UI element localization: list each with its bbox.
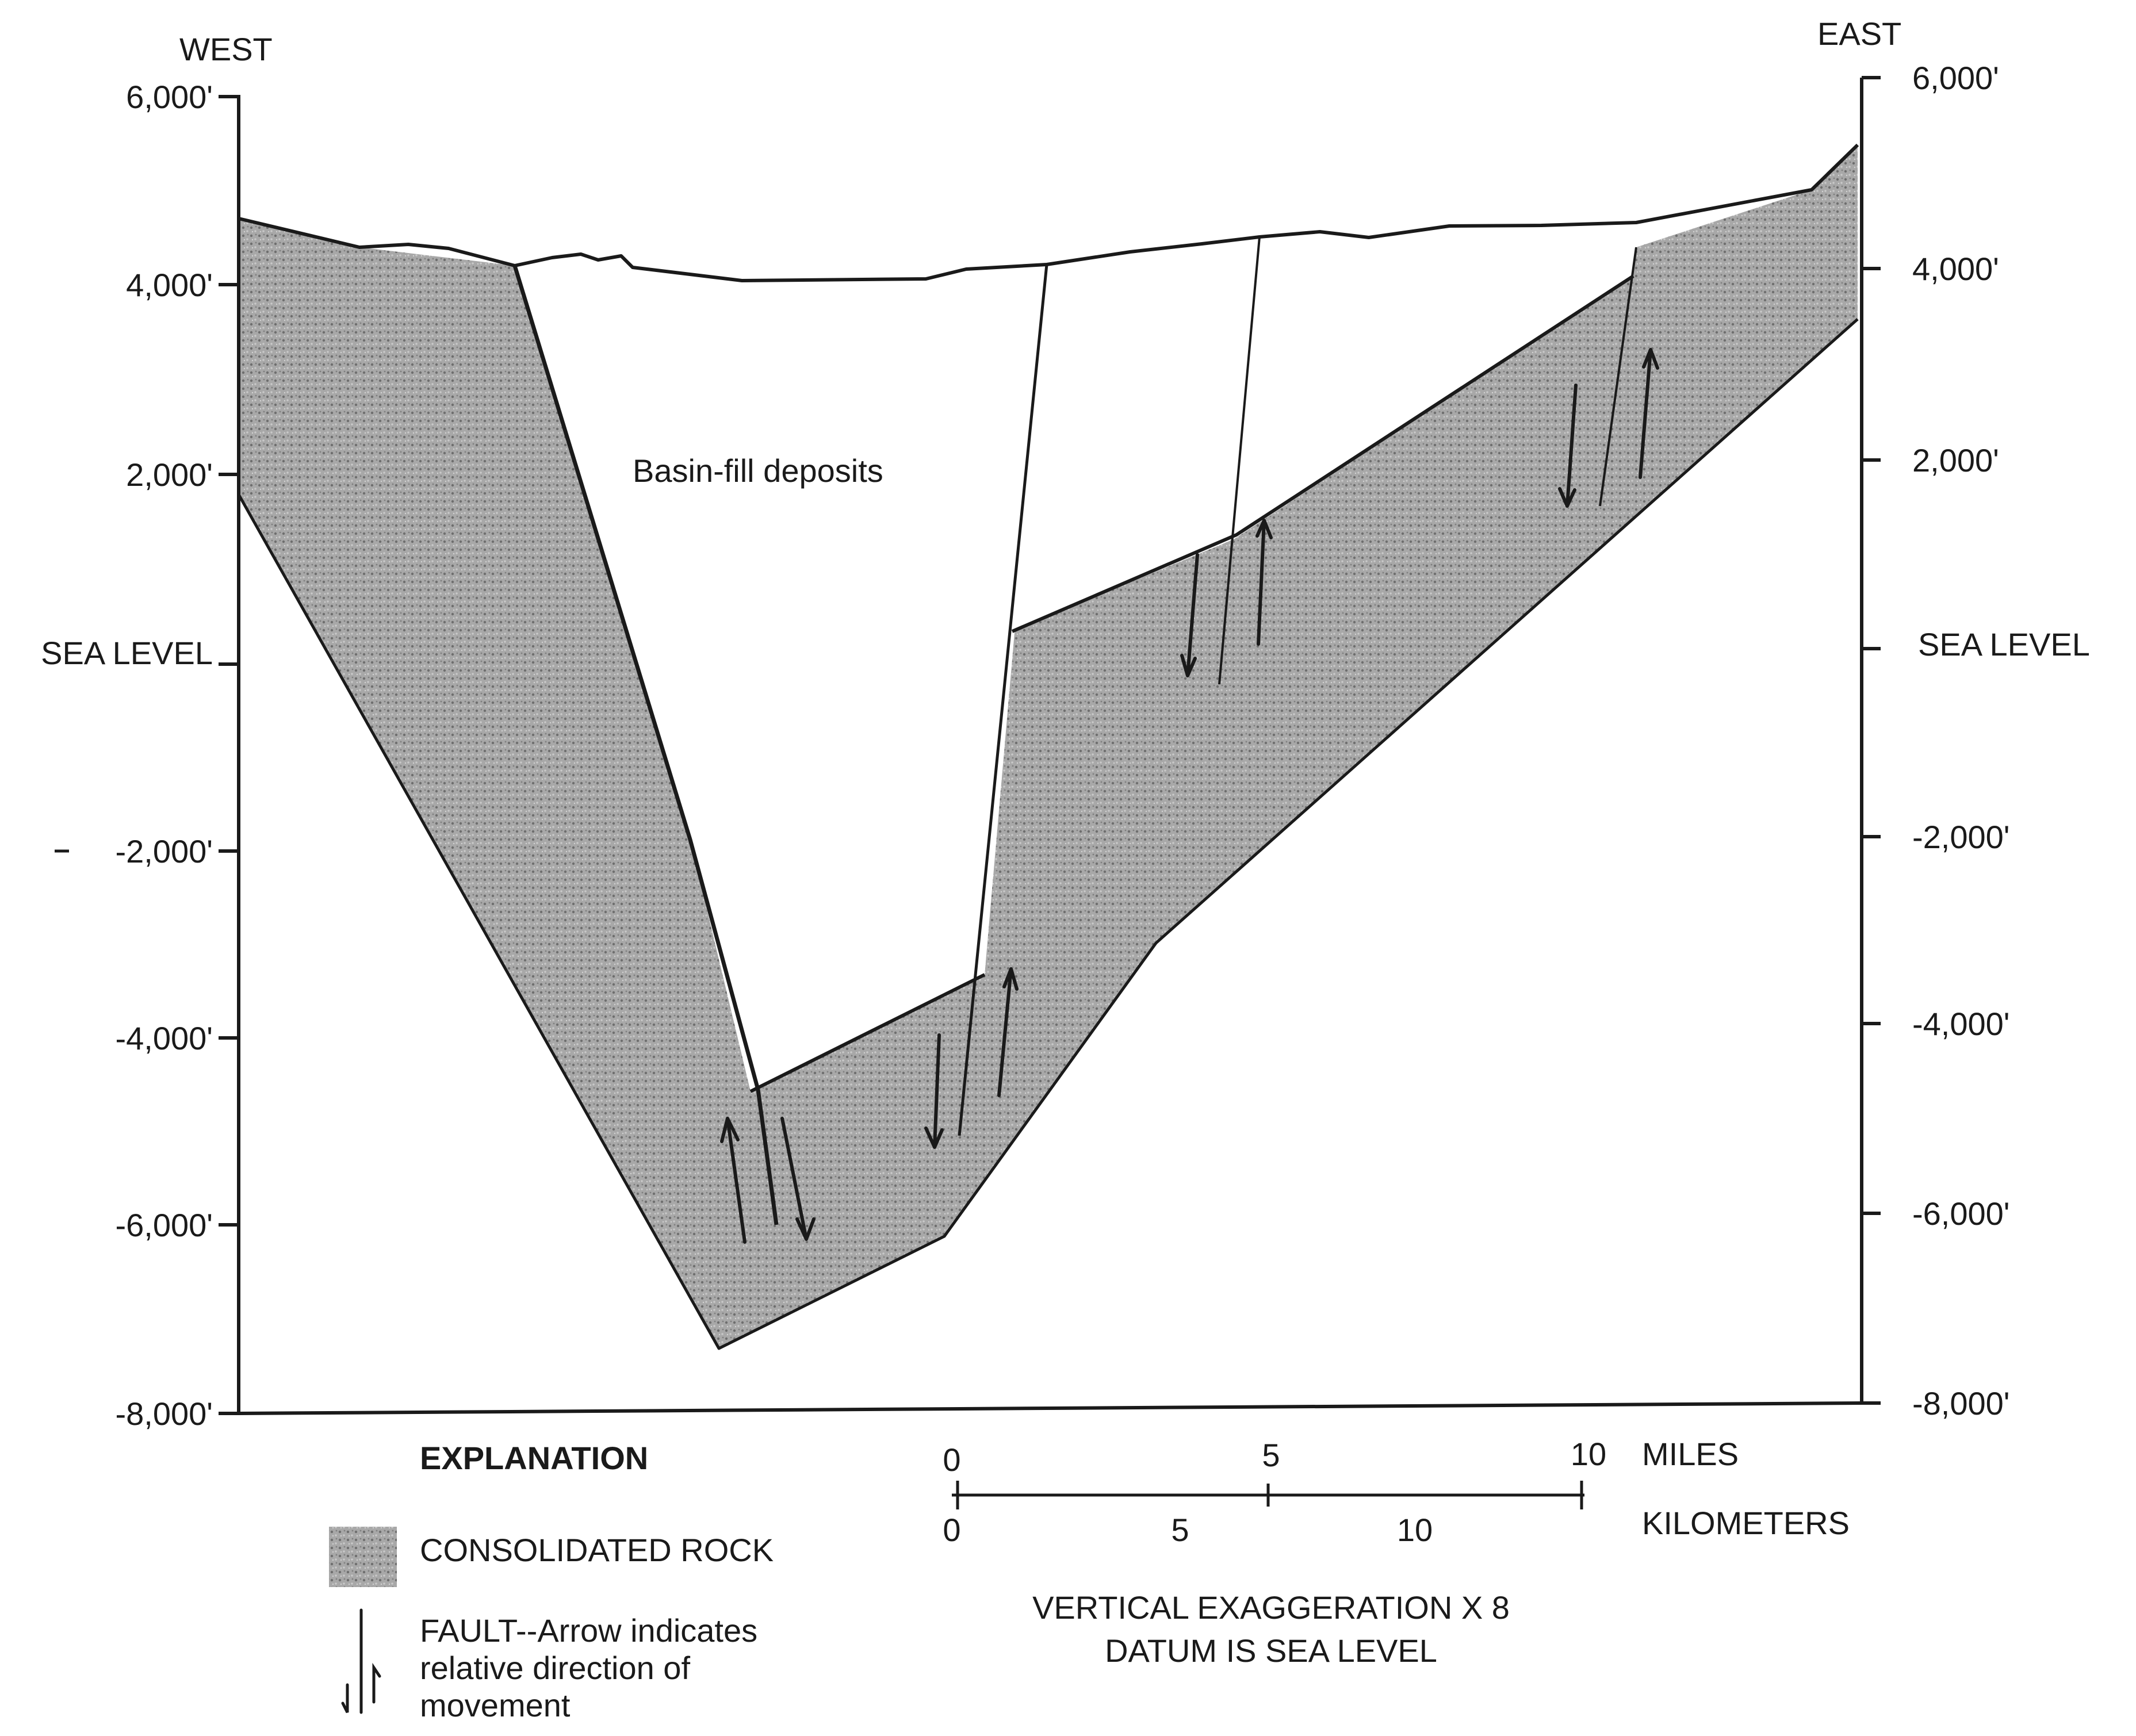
right-axis-label: -8,000': [1912, 1385, 2009, 1421]
left-axis-label: 4,000': [126, 267, 213, 303]
basin-fill-far-east: [1237, 223, 1636, 477]
fault-legend-line-1: FAULT--Arrow indicates: [420, 1612, 757, 1649]
fault-symbol-up-arrow-icon: [372, 1662, 381, 1704]
explanation-title: EXPLANATION: [420, 1440, 648, 1476]
miles-tick-label: 0: [943, 1442, 960, 1478]
land-surface: [238, 143, 1859, 282]
fault-legend-line-2: relative direction of: [420, 1650, 690, 1686]
fault-legend-line-3: movement: [420, 1687, 571, 1723]
miles-ticks: 0 5 10: [943, 1436, 1606, 1478]
legend: EXPLANATION CONSOLIDATED ROCK FAULT--Arr…: [329, 1440, 774, 1723]
left-axis-label: 2,000': [126, 457, 213, 493]
right-axis-labels: 6,000' 4,000' 2,000' SEA LEVEL -2,000' -…: [1912, 60, 2090, 1421]
east-label: EAST: [1817, 16, 1901, 52]
rock-swatch: [329, 1527, 397, 1587]
rock-legend-label: CONSOLIDATED ROCK: [420, 1532, 774, 1568]
fault-arrow-icon: [1558, 384, 1578, 508]
rock-basin-contact-central: [749, 973, 986, 1093]
fault-arrows: [720, 348, 1659, 1244]
bottom-boundary-line: [238, 1401, 1862, 1415]
km-tick-label: 0: [943, 1512, 960, 1548]
left-axis: [219, 95, 240, 1415]
consolidated-rock: [239, 145, 1858, 1348]
west-boundary-fault: [512, 265, 779, 1225]
miles-tick-label: 5: [1262, 1437, 1280, 1473]
right-axis-label: SEA LEVEL: [1918, 626, 2090, 662]
fault-line-4: [1599, 247, 1637, 507]
km-unit-label: KILOMETERS: [1642, 1505, 1850, 1541]
fault-legend-symbol: [341, 1608, 381, 1714]
fault-arrow-icon: [720, 1117, 747, 1244]
basin-fill-east: [1012, 237, 1260, 631]
scale-bar: 0 5 10 MILES 0 5 10 KILOMETERS VERTICAL …: [943, 1436, 1850, 1669]
miles-tick-label: 10: [1571, 1436, 1606, 1472]
bedrock-bottom-boundary: [237, 318, 1859, 1350]
fault-arrow-icon: [997, 967, 1019, 1097]
left-axis-label: SEA LEVEL: [41, 635, 213, 671]
right-axis-label: -6,000': [1912, 1195, 2009, 1232]
left-axis-label: -4,000': [116, 1020, 213, 1056]
left-axis-labels: 6,000' 4,000' 2,000' SEA LEVEL -2,000' -…: [41, 79, 213, 1432]
scale-notes: VERTICAL EXAGGERATION X 8 DATUM IS SEA L…: [1032, 1589, 1510, 1669]
datum-note: DATUM IS SEA LEVEL: [1105, 1632, 1437, 1669]
miles-unit-label: MILES: [1642, 1436, 1739, 1472]
basin-fill: [515, 223, 1636, 1091]
left-axis-label: -8,000': [116, 1396, 213, 1432]
vertical-exaggeration-note: VERTICAL EXAGGERATION X 8: [1032, 1589, 1510, 1626]
section-lines: [237, 143, 1859, 1350]
right-axis-label: -4,000': [1912, 1006, 2009, 1042]
west-label: WEST: [179, 31, 273, 67]
fault-arrow-icon: [924, 1033, 944, 1149]
right-axis-label: 2,000': [1912, 442, 1999, 478]
fault-arrow-icon: [780, 1117, 816, 1241]
right-axis-label: 4,000': [1912, 251, 1999, 287]
fault-arrow-icon: [1639, 348, 1659, 479]
fault-arrow-icon: [1180, 553, 1199, 677]
rock-west-block: [239, 219, 944, 1348]
rock-central-block: [751, 145, 1858, 1236]
fault-line-2: [958, 264, 1048, 1136]
fault-line-3: [1218, 236, 1261, 685]
km-ticks: 0 5 10: [943, 1512, 1433, 1548]
left-axis-label: 6,000': [126, 79, 213, 115]
basin-fill-label: Basin-fill deposits: [633, 453, 883, 489]
right-axis-label: -2,000': [1912, 819, 2009, 855]
fault-symbol-down-arrow-icon: [341, 1683, 349, 1714]
km-tick-label: 5: [1171, 1512, 1189, 1548]
right-axis-label: 6,000': [1912, 60, 1999, 96]
right-axis: [1860, 76, 1881, 1405]
scale-bar-lines: [952, 1481, 1584, 1509]
basin-fill-main: [515, 265, 1047, 1091]
rock-basin-contact-east: [1011, 274, 1634, 633]
fault-arrow-icon: [1255, 519, 1273, 646]
left-axis-label: -2,000': [116, 833, 213, 869]
km-tick-label: 10: [1397, 1512, 1433, 1548]
left-axis-label: -6,000': [116, 1207, 213, 1243]
